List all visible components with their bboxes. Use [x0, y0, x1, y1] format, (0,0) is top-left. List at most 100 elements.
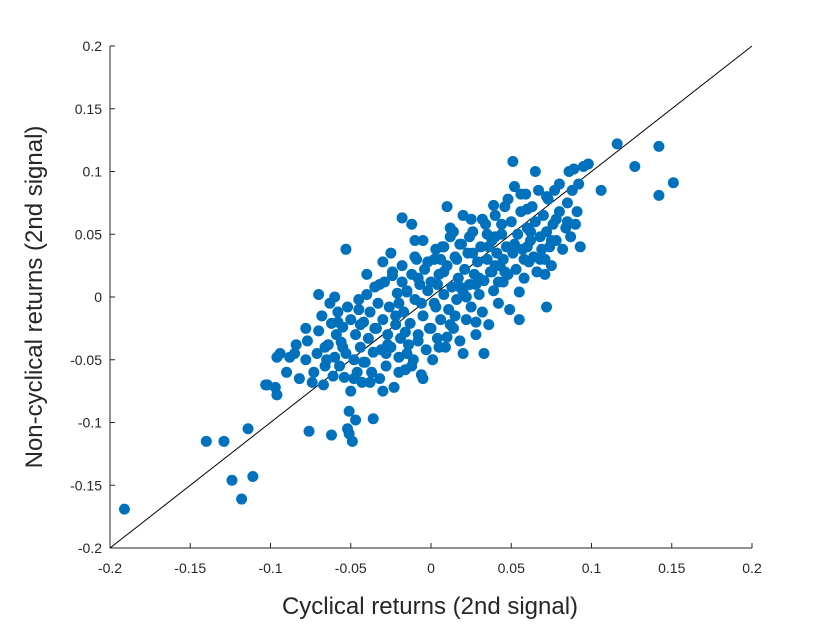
scatter-point — [343, 405, 355, 417]
scatter-point — [301, 335, 313, 347]
scatter-point — [345, 385, 357, 397]
scatter-point — [242, 423, 254, 435]
scatter-point — [451, 294, 463, 306]
scatter-point — [518, 253, 530, 265]
scatter-point — [317, 379, 329, 391]
x-tick-label: 0 — [427, 560, 435, 576]
scatter-point — [496, 218, 508, 230]
scatter-point — [513, 314, 525, 326]
x-tick-label: -0.1 — [258, 560, 282, 576]
scatter-point — [454, 335, 466, 347]
scatter-point — [311, 347, 323, 359]
scatter-point — [529, 166, 541, 177]
scatter-point — [393, 297, 405, 309]
scatter-point — [338, 371, 350, 383]
scatter-point — [361, 288, 373, 300]
scatter-point — [541, 191, 553, 203]
scatter-point — [396, 276, 408, 288]
scatter-point — [492, 297, 504, 309]
points-group — [118, 138, 679, 515]
scatter-point — [505, 216, 517, 228]
scatter-point — [507, 247, 519, 259]
x-tick-label: 0.1 — [582, 560, 602, 576]
scatter-point — [377, 385, 389, 397]
scatter-point — [435, 253, 447, 265]
scatter-point — [582, 158, 594, 170]
scatter-point — [483, 241, 495, 253]
scatter-point — [422, 256, 434, 268]
scatter-point — [340, 243, 352, 255]
scatter-point — [409, 235, 421, 247]
scatter-point — [247, 470, 259, 482]
scatter-point — [388, 381, 400, 393]
scatter-point — [488, 285, 500, 297]
scatter-point — [483, 319, 495, 331]
scatter-point — [308, 366, 320, 378]
scatter-point — [313, 288, 325, 300]
scatter-point — [438, 288, 450, 300]
scatter-point — [529, 216, 541, 228]
scatter-point — [534, 253, 546, 265]
scatter-point — [475, 241, 487, 253]
scatter-point — [561, 197, 573, 209]
tick-labels: -0.2 -0.15 -0.1 -0.05 0 0.05 0.1 0.15 0.2 -0.2 -0.… — [70, 38, 762, 576]
scatter-point — [406, 360, 418, 372]
scatter-point — [667, 177, 679, 189]
scatter-point — [431, 278, 443, 290]
scatter-point — [438, 241, 450, 253]
scatter-point — [460, 291, 472, 303]
x-tick-label: -0.2 — [98, 560, 122, 576]
scatter-point — [467, 247, 479, 259]
scatter-point — [391, 287, 403, 299]
scatter-point — [350, 329, 362, 341]
scatter-point — [454, 281, 466, 293]
scatter-point — [377, 256, 389, 268]
scatter-point — [569, 218, 581, 230]
scatter-point — [412, 335, 424, 347]
scatter-point — [497, 253, 509, 265]
scatter-point — [431, 332, 443, 344]
scatter-point — [539, 268, 551, 280]
scatter-point — [377, 314, 389, 326]
scatter-point — [271, 389, 283, 401]
x-tick-label: -0.15 — [174, 560, 206, 576]
reference-line-group — [109, 45, 753, 549]
scatter-point — [438, 266, 450, 278]
scatter-point — [420, 344, 432, 356]
scatter-point — [427, 354, 439, 366]
scatter-point — [545, 235, 557, 247]
scatter-point — [350, 414, 362, 426]
scatter-point — [513, 286, 525, 298]
scatter-point — [406, 218, 418, 230]
scatter-point — [447, 226, 459, 238]
y-tick-label: 0 — [94, 289, 102, 305]
scatter-point — [382, 329, 394, 341]
scatter-point — [226, 474, 238, 486]
scatter-point — [499, 266, 511, 278]
scatter-point — [435, 314, 447, 326]
scatter-point — [460, 314, 472, 326]
scatter-point — [390, 319, 402, 331]
scatter-point — [433, 341, 445, 353]
scatter-point — [401, 285, 413, 297]
scatter-point — [401, 347, 413, 359]
scatter-point — [417, 373, 429, 385]
scatter-point — [476, 213, 488, 225]
scatter-point — [422, 285, 434, 297]
x-tick-label: 0.05 — [498, 560, 525, 576]
scatter-point — [346, 435, 358, 447]
scatter-point — [465, 301, 477, 313]
scatter-point — [565, 231, 577, 243]
scatter-point — [417, 310, 429, 322]
y-axis-title: Non-cyclical returns (2nd signal) — [21, 126, 48, 469]
x-tick-label: -0.05 — [335, 560, 367, 576]
scatter-point — [364, 306, 376, 318]
scatter-point — [364, 376, 376, 388]
scatter-point — [399, 326, 411, 338]
scatter-point — [492, 276, 504, 288]
y-tick-label: 0.2 — [83, 38, 103, 54]
scatter-point — [574, 241, 586, 253]
scatter-point — [261, 379, 273, 391]
scatter-point — [293, 373, 305, 385]
scatter-point — [354, 319, 366, 331]
